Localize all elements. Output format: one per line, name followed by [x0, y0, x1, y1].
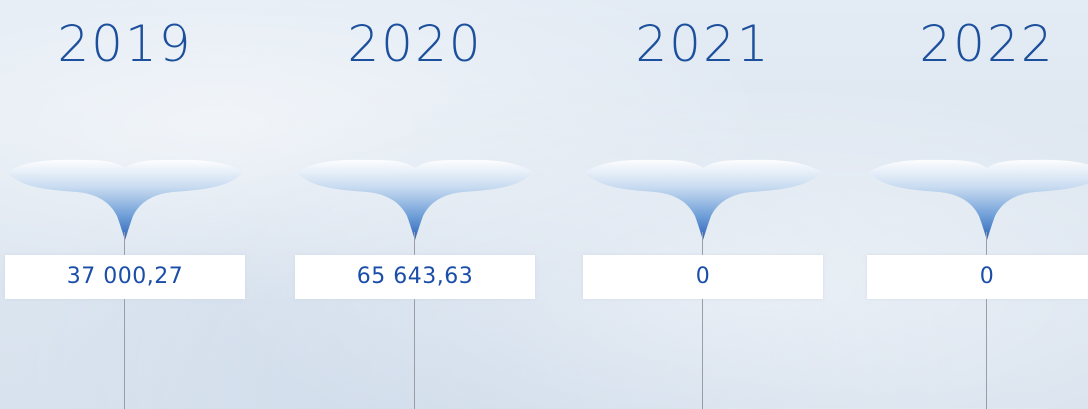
timeline-column-2020: 2020 65 643,63 [290, 0, 540, 409]
timeline-stem [414, 232, 415, 409]
value-box: 65 643,63 [295, 255, 535, 299]
timeline-column-2021: 2021 0 [578, 0, 828, 409]
timeline-column-2022: 2022 0 [862, 0, 1088, 409]
year-label: 2022 [919, 15, 1055, 73]
timeline-stem [702, 232, 703, 409]
amount-value: 0 [695, 264, 711, 289]
value-box: 37 000,27 [5, 255, 245, 299]
amount-value: 37 000,27 [66, 264, 184, 289]
droplet-icon [297, 159, 533, 240]
amount-value: 65 643,63 [356, 264, 474, 289]
amount-value: 0 [979, 264, 995, 289]
droplet-icon [7, 159, 243, 240]
droplet-icon [585, 159, 821, 240]
year-label: 2021 [635, 15, 771, 73]
value-box: 0 [867, 255, 1088, 299]
droplet-icon [869, 159, 1088, 240]
timeline-stem [986, 232, 987, 409]
year-label: 2020 [347, 15, 483, 73]
timeline-stem [124, 232, 125, 409]
year-label: 2019 [57, 15, 193, 73]
timeline-column-2019: 2019 37 000,27 [0, 0, 250, 409]
value-box: 0 [583, 255, 823, 299]
